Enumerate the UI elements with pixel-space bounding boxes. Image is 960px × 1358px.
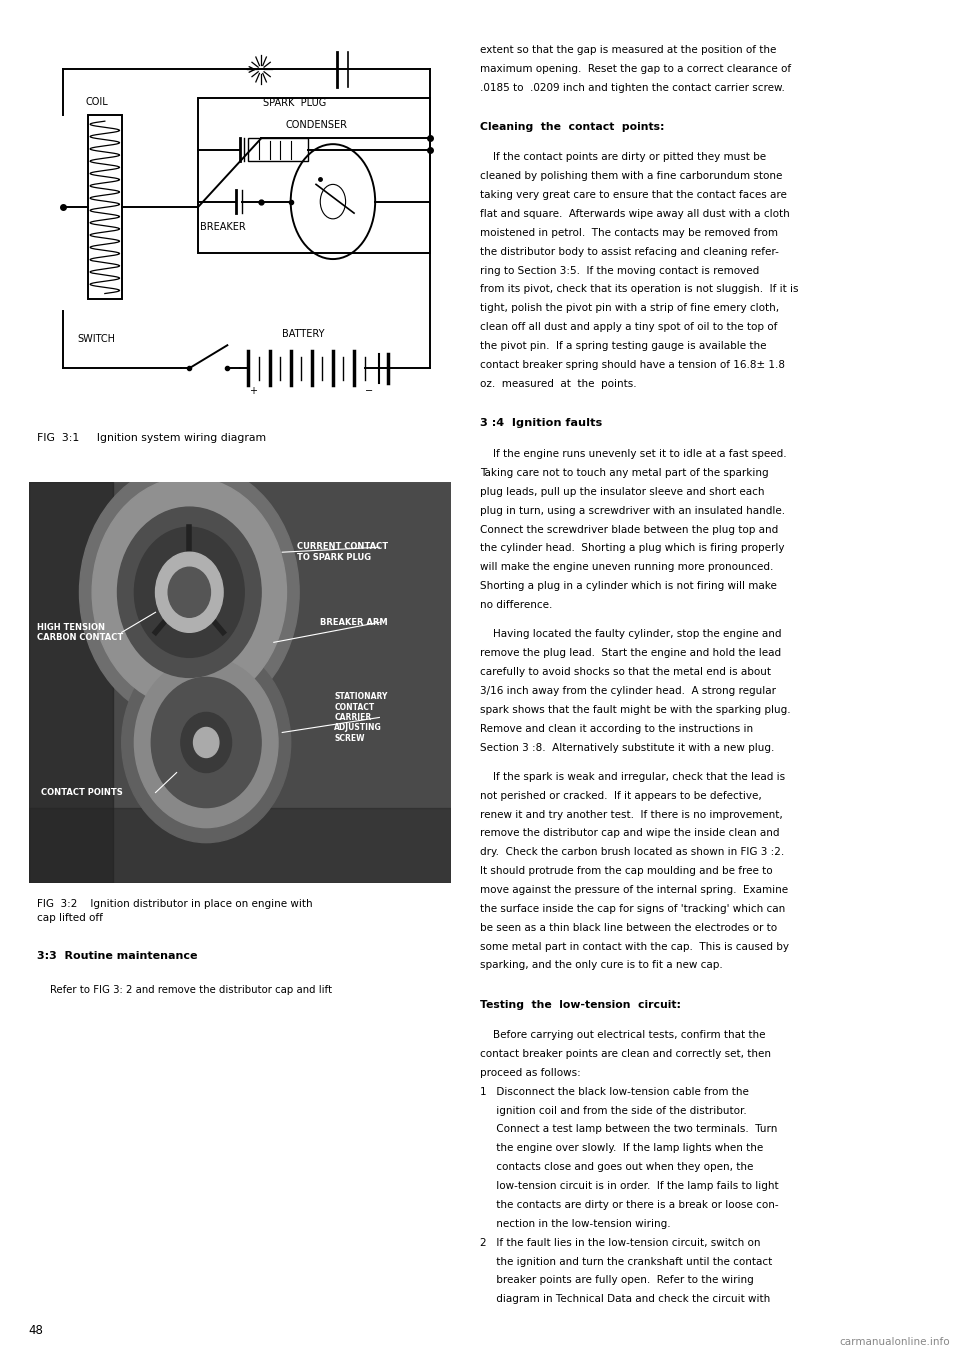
- Text: HIGH TENSION
CARBON CONTACT: HIGH TENSION CARBON CONTACT: [37, 622, 124, 642]
- Text: Taking care not to touch any metal part of the sparking: Taking care not to touch any metal part …: [480, 469, 769, 478]
- Text: If the contact points are dirty or pitted they must be: If the contact points are dirty or pitte…: [480, 152, 766, 163]
- Text: dry.  Check the carbon brush located as shown in FIG 3 :2.: dry. Check the carbon brush located as s…: [480, 847, 784, 857]
- Circle shape: [80, 462, 300, 722]
- Text: contact breaker points are clean and correctly set, then: contact breaker points are clean and cor…: [480, 1048, 771, 1059]
- Bar: [88, 115, 122, 299]
- Text: taking very great care to ensure that the contact faces are: taking very great care to ensure that th…: [480, 190, 787, 200]
- Text: ring to Section 3:5.  If the moving contact is removed: ring to Section 3:5. If the moving conta…: [480, 266, 759, 276]
- Text: maximum opening.  Reset the gap to a correct clearance of: maximum opening. Reset the gap to a corr…: [480, 64, 791, 73]
- Text: BREAKER: BREAKER: [201, 221, 246, 232]
- Text: 3/16 inch away from the cylinder head.  A strong regular: 3/16 inch away from the cylinder head. A…: [480, 686, 776, 695]
- Text: ignition coil and from the side of the distributor.: ignition coil and from the side of the d…: [480, 1105, 747, 1116]
- Text: Section 3 :8.  Alternatively substitute it with a new plug.: Section 3 :8. Alternatively substitute i…: [480, 743, 775, 752]
- Text: If the engine runs unevenly set it to idle at a fast speed.: If the engine runs unevenly set it to id…: [480, 449, 786, 459]
- Text: Shorting a plug in a cylinder which is not firing will make: Shorting a plug in a cylinder which is n…: [480, 581, 777, 591]
- Text: breaker points are fully open.  Refer to the wiring: breaker points are fully open. Refer to …: [480, 1275, 754, 1286]
- Text: carmanualonline.info: carmanualonline.info: [840, 1336, 950, 1347]
- Text: STATIONARY
CONTACT
CARRIER
ADJUSTING
SCREW: STATIONARY CONTACT CARRIER ADJUSTING SCR…: [334, 693, 388, 743]
- Text: Remove and clean it according to the instructions in: Remove and clean it according to the ins…: [480, 724, 754, 733]
- Text: Connect the screwdriver blade between the plug top and: Connect the screwdriver blade between th…: [480, 524, 779, 535]
- Text: BATTERY: BATTERY: [282, 329, 324, 338]
- Text: Refer to FIG 3: 2 and remove the distributor cap and lift: Refer to FIG 3: 2 and remove the distrib…: [37, 985, 332, 994]
- Bar: [198, 98, 430, 254]
- Text: plug leads, pull up the insulator sleeve and short each: plug leads, pull up the insulator sleeve…: [480, 488, 764, 497]
- Text: cleaned by polishing them with a fine carborundum stone: cleaned by polishing them with a fine ca…: [480, 171, 782, 181]
- Text: be seen as a thin black line between the electrodes or to: be seen as a thin black line between the…: [480, 922, 778, 933]
- Text: 1   Disconnect the black low-tension cable from the: 1 Disconnect the black low-tension cable…: [480, 1086, 749, 1097]
- Circle shape: [122, 642, 291, 842]
- Text: −: −: [365, 386, 372, 397]
- Text: spark shows that the fault might be with the sparking plug.: spark shows that the fault might be with…: [480, 705, 791, 714]
- Text: diagram in Technical Data and check the circuit with: diagram in Technical Data and check the …: [480, 1294, 770, 1304]
- Text: low-tension circuit is in order.  If the lamp fails to light: low-tension circuit is in order. If the …: [480, 1181, 779, 1191]
- Text: not perished or cracked.  If it appears to be defective,: not perished or cracked. If it appears t…: [480, 790, 761, 801]
- Text: +: +: [249, 386, 256, 397]
- Text: 3:3  Routine maintenance: 3:3 Routine maintenance: [37, 951, 198, 960]
- Text: FIG  3:2    Ignition distributor in place on engine with: FIG 3:2 Ignition distributor in place on…: [37, 899, 313, 909]
- Text: 3 :4  Ignition faults: 3 :4 Ignition faults: [480, 418, 602, 428]
- Text: flat and square.  Afterwards wipe away all dust with a cloth: flat and square. Afterwards wipe away al…: [480, 209, 790, 219]
- Text: will make the engine uneven running more pronounced.: will make the engine uneven running more…: [480, 562, 774, 572]
- Text: CONTACT POINTS: CONTACT POINTS: [41, 788, 123, 797]
- Text: BREAKER ARM: BREAKER ARM: [321, 618, 388, 627]
- Circle shape: [194, 728, 219, 758]
- Text: some metal part in contact with the cap.  This is caused by: some metal part in contact with the cap.…: [480, 941, 789, 952]
- Text: carefully to avoid shocks so that the metal end is about: carefully to avoid shocks so that the me…: [480, 667, 771, 678]
- Text: If the spark is weak and irregular, check that the lead is: If the spark is weak and irregular, chec…: [480, 771, 785, 782]
- Text: remove the distributor cap and wipe the inside clean and: remove the distributor cap and wipe the …: [480, 828, 780, 838]
- Text: the cylinder head.  Shorting a plug which is firing properly: the cylinder head. Shorting a plug which…: [480, 543, 784, 554]
- Text: oz.  measured  at  the  points.: oz. measured at the points.: [480, 379, 636, 388]
- Text: the distributor body to assist refacing and cleaning refer-: the distributor body to assist refacing …: [480, 247, 779, 257]
- Text: no difference.: no difference.: [480, 600, 552, 610]
- Circle shape: [168, 568, 210, 618]
- Circle shape: [180, 713, 231, 773]
- Circle shape: [117, 507, 261, 678]
- Text: plug in turn, using a screwdriver with an insulated handle.: plug in turn, using a screwdriver with a…: [480, 505, 785, 516]
- Bar: [29, 808, 451, 883]
- Text: tight, polish the pivot pin with a strip of fine emery cloth,: tight, polish the pivot pin with a strip…: [480, 303, 780, 314]
- Text: SWITCH: SWITCH: [78, 334, 115, 345]
- Text: renew it and try another test.  If there is no improvement,: renew it and try another test. If there …: [480, 809, 782, 819]
- Text: from its pivot, check that its operation is not sluggish.  If it is: from its pivot, check that its operation…: [480, 284, 799, 295]
- Text: 2   If the fault lies in the low-tension circuit, switch on: 2 If the fault lies in the low-tension c…: [480, 1237, 760, 1248]
- Text: the contacts are dirty or there is a break or loose con-: the contacts are dirty or there is a bre…: [480, 1200, 779, 1210]
- Text: extent so that the gap is measured at the position of the: extent so that the gap is measured at th…: [480, 45, 777, 54]
- Circle shape: [134, 527, 244, 657]
- Text: .0185 to  .0209 inch and tighten the contact carrier screw.: .0185 to .0209 inch and tighten the cont…: [480, 83, 785, 92]
- Text: the ignition and turn the crankshaft until the contact: the ignition and turn the crankshaft unt…: [480, 1256, 772, 1267]
- Circle shape: [92, 477, 286, 708]
- Text: the engine over slowly.  If the lamp lights when the: the engine over slowly. If the lamp ligh…: [480, 1143, 763, 1153]
- Text: SPARK  PLUG: SPARK PLUG: [263, 98, 326, 109]
- Text: Cleaning  the  contact  points:: Cleaning the contact points:: [480, 122, 664, 132]
- Text: moistened in petrol.  The contacts may be removed from: moistened in petrol. The contacts may be…: [480, 228, 778, 238]
- Text: Having located the faulty cylinder, stop the engine and: Having located the faulty cylinder, stop…: [480, 629, 781, 640]
- Text: proceed as follows:: proceed as follows:: [480, 1067, 581, 1078]
- Text: 48: 48: [29, 1324, 43, 1338]
- Circle shape: [156, 553, 223, 633]
- Text: contact breaker spring should have a tension of 16.8± 1.8: contact breaker spring should have a ten…: [480, 360, 785, 369]
- Text: the surface inside the cap for signs of 'tracking' which can: the surface inside the cap for signs of …: [480, 904, 785, 914]
- Text: the pivot pin.  If a spring testing gauge is available the: the pivot pin. If a spring testing gauge…: [480, 341, 766, 350]
- Bar: [29, 482, 113, 883]
- Text: clean off all dust and apply a tiny spot of oil to the top of: clean off all dust and apply a tiny spot…: [480, 322, 778, 333]
- Text: nection in the low-tension wiring.: nection in the low-tension wiring.: [480, 1218, 671, 1229]
- Circle shape: [152, 678, 261, 808]
- Text: move against the pressure of the internal spring.  Examine: move against the pressure of the interna…: [480, 885, 788, 895]
- Text: COIL: COIL: [85, 96, 108, 107]
- Text: remove the plug lead.  Start the engine and hold the lead: remove the plug lead. Start the engine a…: [480, 648, 781, 659]
- Text: contacts close and goes out when they open, the: contacts close and goes out when they op…: [480, 1162, 754, 1172]
- Text: FIG  3:1     Ignition system wiring diagram: FIG 3:1 Ignition system wiring diagram: [37, 433, 266, 443]
- Text: CURRENT CONTACT
TO SPARK PLUG: CURRENT CONTACT TO SPARK PLUG: [297, 542, 388, 562]
- Bar: [249, 139, 307, 162]
- Text: cap lifted off: cap lifted off: [37, 914, 103, 923]
- Text: CONDENSER: CONDENSER: [285, 120, 347, 130]
- Text: Testing  the  low-tension  circuit:: Testing the low-tension circuit:: [480, 999, 681, 1010]
- Text: Before carrying out electrical tests, confirm that the: Before carrying out electrical tests, co…: [480, 1031, 765, 1040]
- Circle shape: [134, 657, 278, 827]
- Text: It should protrude from the cap moulding and be free to: It should protrude from the cap moulding…: [480, 866, 773, 876]
- Text: Connect a test lamp between the two terminals.  Turn: Connect a test lamp between the two term…: [480, 1124, 778, 1134]
- Text: sparking, and the only cure is to fit a new cap.: sparking, and the only cure is to fit a …: [480, 960, 723, 971]
